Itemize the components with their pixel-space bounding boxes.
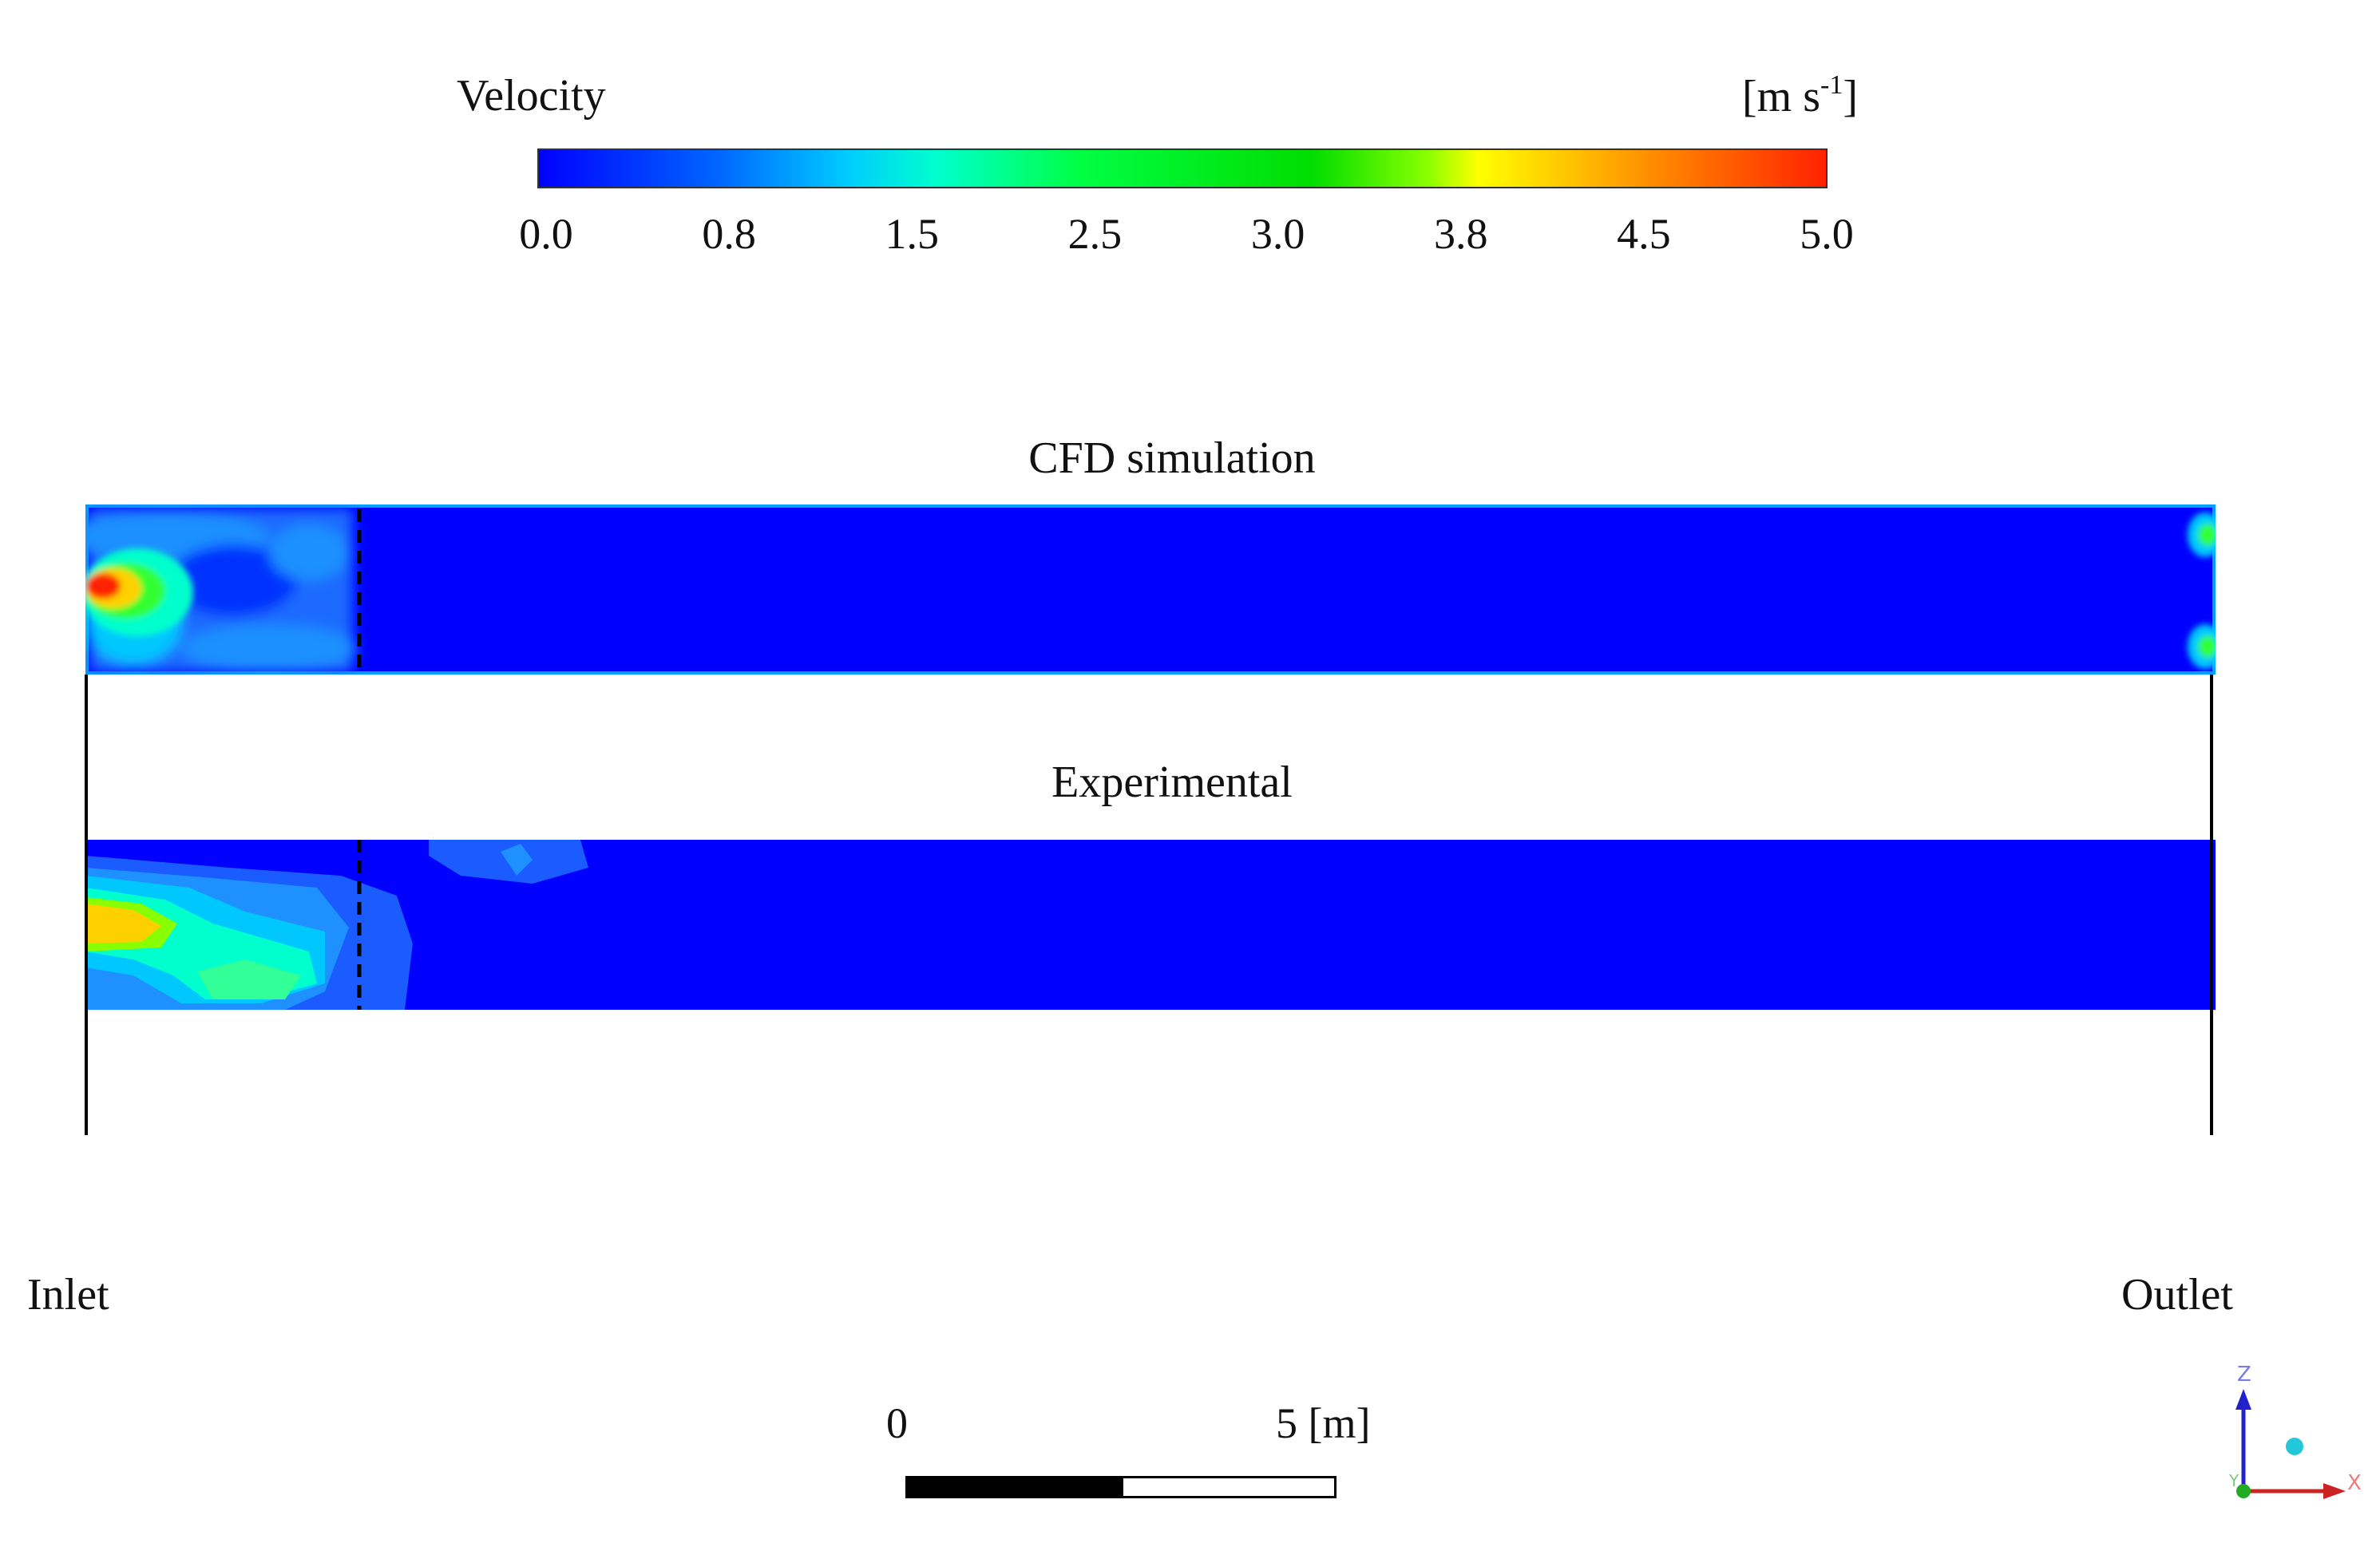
scale-bar-fill (908, 1478, 1123, 1496)
cfd-field-svg (85, 504, 2216, 675)
exp-contour-upper-core (501, 844, 533, 876)
y-axis-label: Y (2228, 1471, 2239, 1490)
exp-panel-title: Experimental (1051, 758, 1293, 807)
z-axis-arrow (2235, 1389, 2251, 1410)
inlet-boundary-line (85, 675, 88, 1135)
colorbar-tick-label: 2.5 (1067, 210, 1123, 258)
colorbar-tick-label: 0.0 (519, 210, 573, 258)
inlet-label: Inlet (27, 1270, 109, 1320)
colorbar-tick-label: 3.0 (1250, 210, 1305, 258)
velocity-colorbar (537, 148, 1828, 188)
colorbar-tick-label: 1.5 (885, 210, 940, 258)
cfd-inlet-jet (85, 548, 193, 636)
y-axis-dot (2236, 1484, 2251, 1498)
orientation-sphere (2286, 1438, 2303, 1455)
colorbar-tick-label: 5.0 (1800, 210, 1854, 258)
exp-contour-core (85, 904, 161, 944)
outlet-label: Outlet (2121, 1270, 2233, 1320)
scale-end-label: 5 [m] (1276, 1399, 1371, 1447)
z-axis-label: Z (2237, 1363, 2251, 1387)
legend-unit: [m s-1] (1742, 70, 1858, 121)
exp-field-background (85, 840, 2216, 1010)
scale-bar (905, 1476, 1337, 1498)
coordinate-axes-icon: Z X Y (2228, 1363, 2362, 1499)
colorbar-tick-label: 3.8 (1433, 210, 1488, 258)
exp-velocity-field (85, 840, 2216, 1010)
colorbar-tick-label: 0.8 (702, 210, 756, 258)
colorbar-tick-label: 4.5 (1617, 210, 1671, 258)
cfd-outlet-spots (2188, 512, 2216, 669)
exp-field-svg (85, 840, 2216, 1010)
cfd-field-background (85, 504, 2216, 675)
x-axis-arrow (2323, 1483, 2346, 1499)
cfd-inlet-turbulence (85, 508, 357, 672)
scale-start-label: 0 (886, 1399, 908, 1447)
cfd-panel-title: CFD simulation (1028, 433, 1316, 483)
cfd-velocity-field (85, 504, 2216, 675)
legend-title: Velocity (457, 71, 606, 121)
exp-contour-lower-blob (197, 959, 301, 999)
outlet-boundary-line (2210, 675, 2213, 1135)
x-axis-label: X (2347, 1471, 2362, 1495)
